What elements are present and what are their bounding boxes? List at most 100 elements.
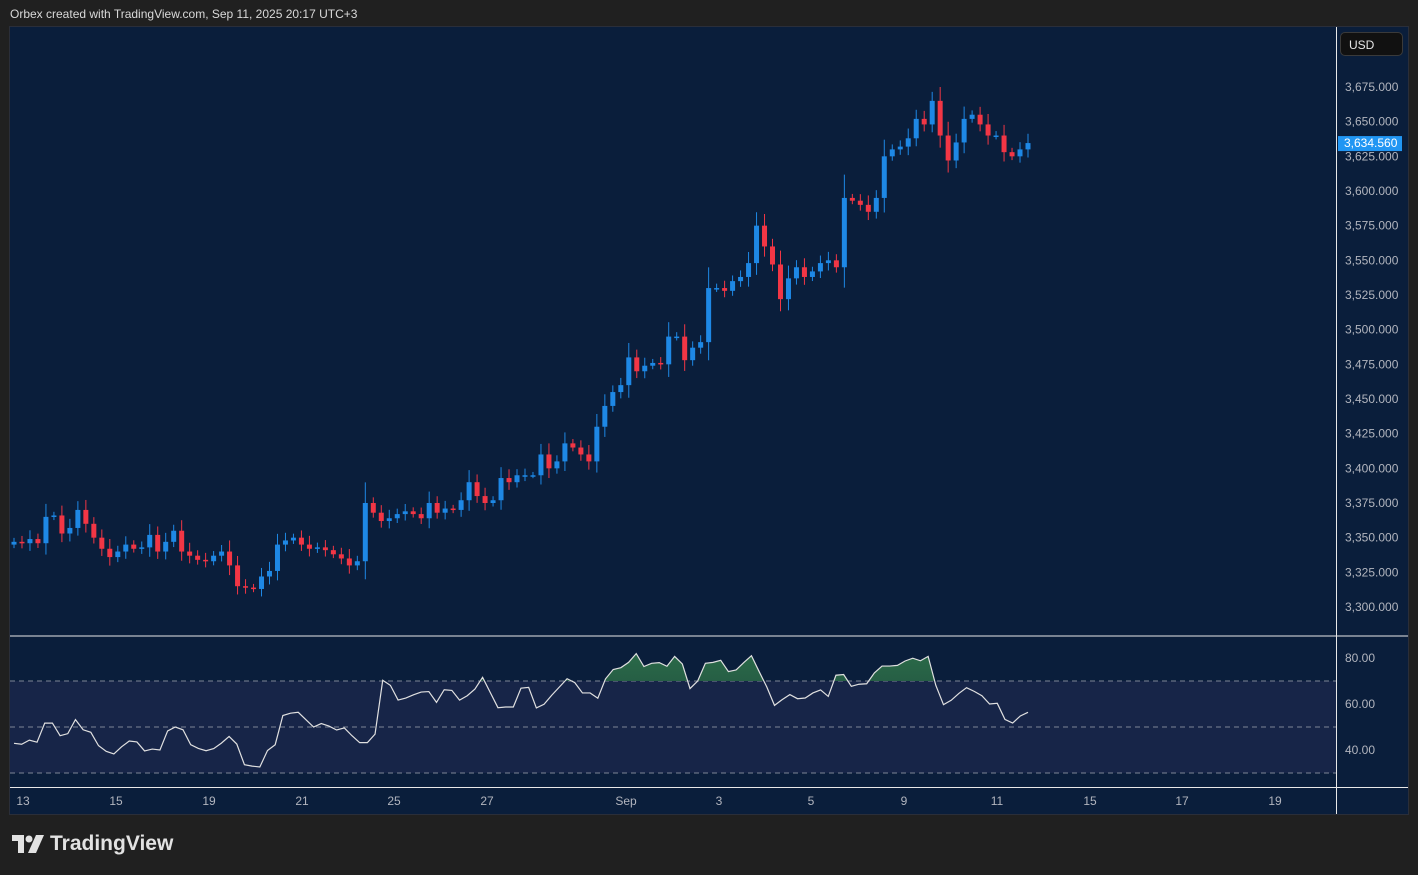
candle-up <box>618 385 624 393</box>
candle-up <box>562 443 568 462</box>
candle-down <box>857 200 863 205</box>
candle-up <box>27 539 33 544</box>
candle-up <box>290 537 296 541</box>
candle-up <box>43 516 49 544</box>
candle-up <box>1025 143 1031 150</box>
candle-down <box>418 514 424 519</box>
candle-down <box>833 260 839 268</box>
candle-down <box>338 554 344 559</box>
candle-up <box>961 118 967 143</box>
time-tick-label: 21 <box>295 794 309 808</box>
candle-down <box>578 447 584 455</box>
candle-up <box>594 426 600 462</box>
candle-down <box>203 559 209 562</box>
candle-up <box>730 281 736 291</box>
candle-up <box>913 118 919 139</box>
price-tick-label: 3,350.000 <box>1345 531 1399 545</box>
candle-up <box>881 156 887 198</box>
time-tick-label: 11 <box>991 794 1004 808</box>
candle-down <box>346 558 352 566</box>
candle-down <box>35 539 41 544</box>
candle-up <box>362 502 368 562</box>
price-tick-label: 3,525.000 <box>1345 288 1399 302</box>
candle-up <box>841 197 847 268</box>
candle-down <box>322 547 328 551</box>
candle-down <box>370 502 376 513</box>
price-tick-label: 3,325.000 <box>1345 565 1399 579</box>
candle-up <box>690 347 696 361</box>
candle-up <box>147 534 153 548</box>
candle-up <box>514 475 520 483</box>
candle-up <box>274 544 280 571</box>
last-price-badge <box>1338 136 1402 152</box>
candle-up <box>1017 149 1023 157</box>
price-tick-label: 3,475.000 <box>1345 357 1399 371</box>
price-tick-label: 3,575.000 <box>1345 219 1399 233</box>
candle-up <box>746 263 752 277</box>
candle-down <box>634 357 640 372</box>
candle-down <box>19 541 25 544</box>
candle-down <box>83 509 89 524</box>
candle-up <box>266 570 272 577</box>
candle-down <box>801 267 807 277</box>
currency-button[interactable]: USD <box>1340 32 1403 56</box>
candle-up <box>889 149 895 157</box>
candle-up <box>642 365 648 372</box>
candle-up <box>163 541 169 552</box>
candle-up <box>905 138 911 147</box>
candle-up <box>394 514 400 519</box>
candle-down <box>570 443 576 448</box>
candle-up <box>11 541 17 545</box>
candle-up <box>969 114 975 119</box>
rsi-overbought-fill <box>14 653 1028 681</box>
candle-down <box>410 511 416 515</box>
candle-down <box>586 454 592 462</box>
candle-down <box>1009 152 1015 157</box>
candle-down <box>985 124 991 136</box>
candle-down <box>251 587 257 590</box>
tradingview-logo-icon <box>12 835 44 853</box>
tradingview-logo-text: TradingView <box>50 832 174 855</box>
candle-up <box>674 336 680 339</box>
candle-down <box>378 512 384 522</box>
rsi-tick-label: 60.00 <box>1345 697 1375 711</box>
price-tick-label: 3,675.000 <box>1345 80 1399 94</box>
rsi-line <box>13 652 1029 768</box>
candle-up <box>698 342 704 348</box>
candle-down <box>682 336 688 361</box>
candle-up <box>897 146 903 150</box>
candle-down <box>107 548 113 558</box>
candle-down <box>474 482 480 497</box>
candle-up <box>825 260 831 264</box>
time-tick-label: 17 <box>1175 794 1189 808</box>
time-tick-label: 15 <box>1083 794 1097 808</box>
candle-up <box>67 527 73 534</box>
candle-down <box>1001 135 1007 153</box>
candle-down <box>434 502 440 513</box>
time-tick-label: 15 <box>109 794 123 808</box>
candle-up <box>171 530 177 542</box>
candle-up <box>386 518 392 522</box>
candle-up <box>554 461 560 469</box>
time-tick-label: 3 <box>716 794 723 808</box>
candle-down <box>131 544 137 549</box>
candle-down <box>658 362 664 365</box>
time-tick-label: Sep <box>615 794 637 808</box>
candle-up <box>738 276 744 282</box>
candle-up <box>211 555 217 562</box>
candle-down <box>546 454 552 469</box>
candle-down <box>243 586 249 588</box>
candle-down <box>777 264 783 300</box>
candle-down <box>306 544 312 549</box>
candle-down <box>187 551 193 556</box>
candle-up <box>402 511 408 515</box>
candle-down <box>227 551 233 566</box>
rsi-tick-label: 80.00 <box>1345 651 1375 665</box>
candle-up <box>793 267 799 279</box>
price-tick-label: 3,625.000 <box>1345 149 1399 163</box>
candle-up <box>259 576 265 589</box>
candle-up <box>929 100 935 125</box>
candle-down <box>298 537 304 545</box>
candle-down <box>722 288 728 291</box>
